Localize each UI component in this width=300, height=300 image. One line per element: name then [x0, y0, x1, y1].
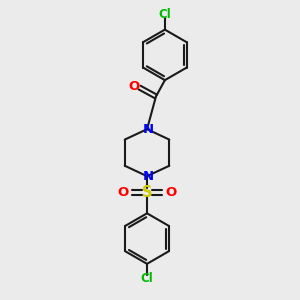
Text: Cl: Cl [158, 8, 171, 21]
Text: O: O [165, 186, 176, 199]
Text: O: O [129, 80, 140, 93]
Text: Cl: Cl [141, 272, 153, 285]
Text: N: N [143, 123, 154, 136]
Text: O: O [118, 186, 129, 199]
Text: N: N [143, 170, 154, 183]
Text: S: S [142, 185, 152, 200]
